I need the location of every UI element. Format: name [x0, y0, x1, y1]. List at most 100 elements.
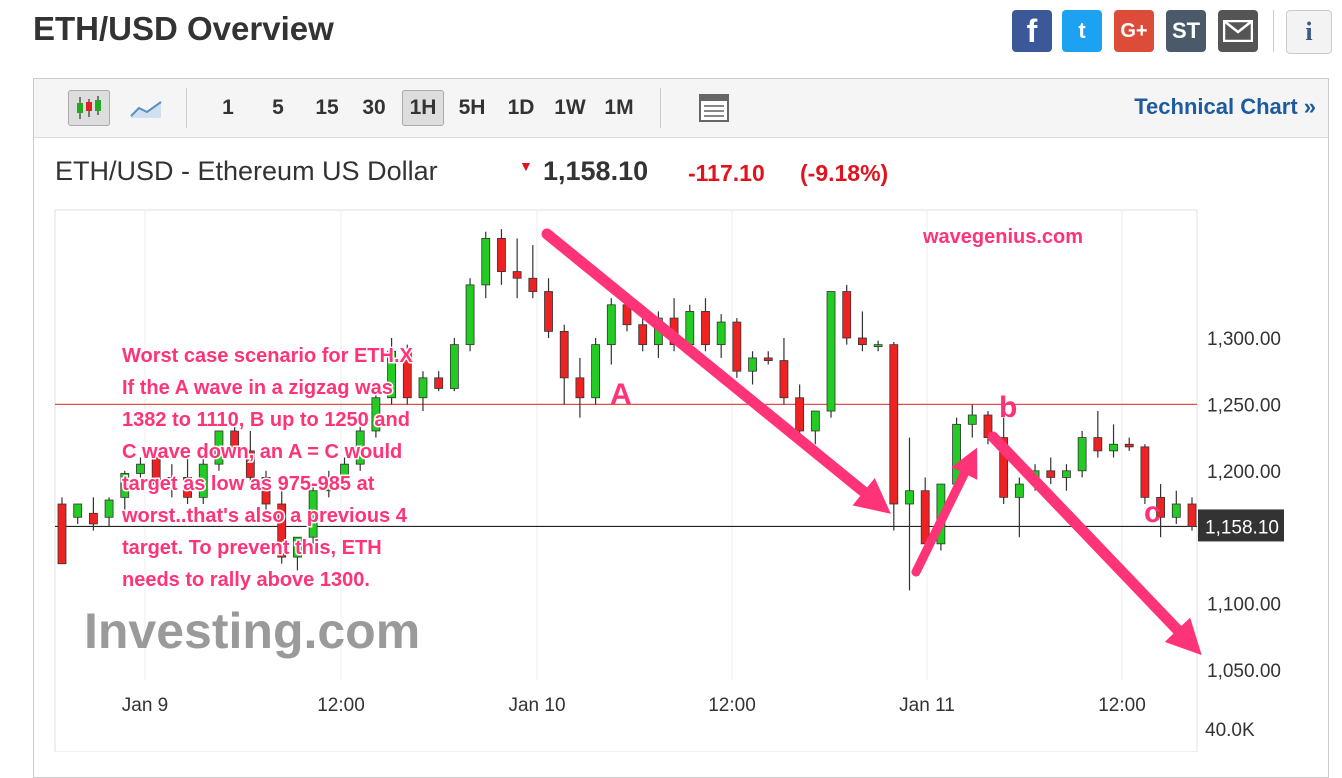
timeframe-1w[interactable]: 1W	[554, 96, 586, 119]
candle-body	[544, 291, 553, 332]
price-change-percent: (-9.18%)	[800, 160, 889, 186]
toolbar-divider	[186, 88, 187, 128]
candle	[308, 484, 318, 544]
timeframe-5h[interactable]: 5H	[458, 96, 486, 119]
candle	[1187, 497, 1197, 531]
timeframe-1h[interactable]: 1H	[402, 90, 444, 126]
google-plus-icon[interactable]: G+	[1114, 10, 1154, 52]
timeframe-1m[interactable]: 1M	[604, 96, 634, 119]
candle-body	[920, 490, 930, 545]
candle	[716, 314, 726, 358]
candle	[591, 338, 601, 405]
candle	[1093, 411, 1103, 458]
candle	[701, 298, 710, 352]
candlestick-icon[interactable]	[68, 90, 110, 126]
candle-body	[230, 430, 240, 452]
wave-b-arrow	[911, 447, 978, 577]
candle	[842, 284, 852, 345]
candle-body	[120, 473, 130, 498]
candle-body	[497, 237, 506, 272]
candle-body	[465, 284, 475, 346]
candle	[606, 298, 616, 365]
x-tick-label: 12:00	[708, 695, 756, 716]
candle-body	[261, 477, 271, 505]
timeframe-30[interactable]: 30	[362, 96, 386, 119]
candle-body	[748, 357, 757, 372]
wave-c-arrow	[987, 431, 1202, 656]
candle	[465, 278, 475, 352]
candle	[449, 338, 459, 392]
analysis-note: Worst case scenario for ETH.X If the A w…	[120, 344, 416, 593]
candle	[88, 497, 98, 531]
price-chart: 1,050.00 1,100.00 1,200.00 1,250.00 1,300.00…	[54, 209, 1284, 752]
instrument-name: ETH/USD - Ethereum US Dollar	[55, 156, 438, 186]
timeframe-1[interactable]: 1	[222, 96, 234, 119]
candle-body	[858, 337, 867, 346]
timeframe-1d[interactable]: 1D	[507, 96, 535, 119]
candle-body	[528, 277, 538, 292]
twitter-icon[interactable]: t	[1062, 10, 1102, 52]
candle-body	[716, 321, 726, 346]
candle	[371, 391, 381, 438]
candle-body	[1156, 496, 1166, 518]
table-view-icon[interactable]	[696, 90, 732, 126]
candle	[1062, 464, 1071, 491]
candle-body	[1171, 503, 1181, 518]
wave-arrows	[541, 228, 1202, 656]
technical-chart-link[interactable]: Technical Chart »	[1134, 94, 1316, 119]
candle	[967, 404, 977, 438]
wave-a-arrow	[541, 228, 891, 514]
candle	[1014, 477, 1024, 538]
candle	[277, 490, 287, 564]
candle-body	[402, 350, 412, 399]
y-tick-label: 1,200.00	[1207, 462, 1281, 483]
email-icon[interactable]	[1218, 10, 1258, 52]
candle	[732, 318, 742, 378]
note-line: Worst case scenario for ETH.X	[122, 345, 414, 367]
timeframe-15[interactable]: 15	[315, 96, 339, 119]
candle-body	[104, 499, 114, 518]
y-tick-label: 1,250.00	[1207, 395, 1281, 416]
candle-body	[136, 463, 145, 474]
candle	[1156, 484, 1166, 538]
candle	[1171, 490, 1181, 524]
candle-body	[685, 311, 695, 346]
facebook-icon[interactable]: f	[1012, 10, 1052, 52]
candle-body	[481, 237, 491, 286]
candle	[57, 497, 67, 565]
candle-body	[1140, 446, 1150, 498]
candle	[151, 450, 161, 491]
stocktwits-icon[interactable]: ST	[1166, 10, 1206, 52]
note-line: needs to rally above 1300.	[122, 569, 370, 591]
x-tick-label: 12:00	[317, 695, 365, 716]
toolbar-divider	[660, 88, 661, 128]
line-chart-icon[interactable]	[126, 90, 166, 126]
candle	[198, 457, 208, 504]
candle-body	[763, 357, 773, 361]
candle	[779, 338, 789, 405]
candle-body	[418, 377, 428, 399]
candle	[261, 470, 271, 511]
candle	[497, 229, 506, 285]
candle	[1124, 437, 1134, 451]
x-tick-label: Jan 11	[899, 695, 955, 716]
candle-body	[151, 457, 161, 485]
candle	[214, 430, 224, 471]
candle-body	[324, 477, 334, 492]
candle	[73, 503, 83, 524]
candle	[810, 410, 820, 445]
candle-body	[779, 360, 789, 399]
last-price: 1,158.10	[543, 156, 649, 186]
candle	[418, 371, 428, 412]
candle-body	[638, 324, 648, 346]
candle	[136, 457, 145, 491]
candle	[387, 338, 396, 405]
volume-label: 40.0K	[1205, 720, 1255, 741]
header-divider	[1273, 10, 1274, 52]
candle-body	[1187, 503, 1197, 527]
candle-body	[873, 344, 883, 348]
current-price-tag	[1198, 509, 1284, 542]
info-icon[interactable]: i	[1286, 10, 1332, 54]
timeframe-5[interactable]: 5	[272, 96, 284, 119]
candle	[559, 324, 569, 405]
